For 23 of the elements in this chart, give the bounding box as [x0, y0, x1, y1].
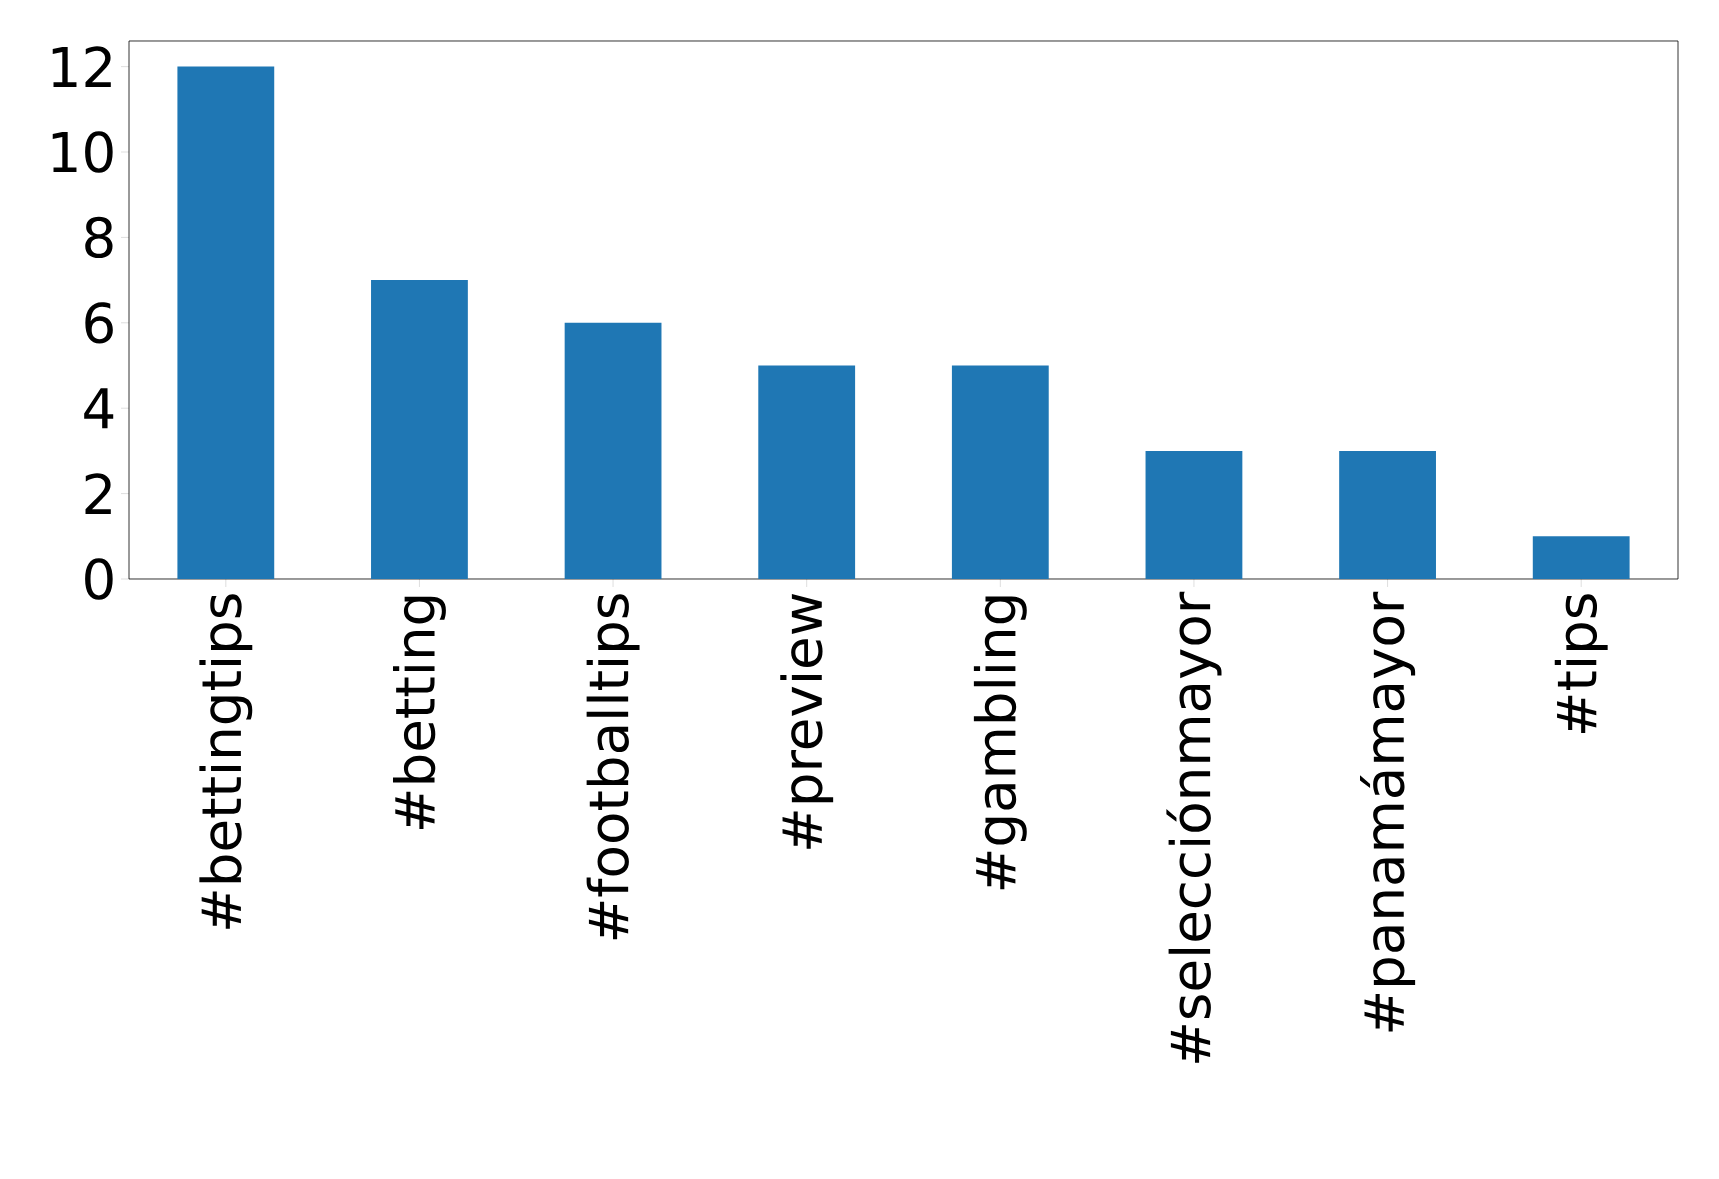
bar	[564, 322, 662, 579]
y-tick-label: 10	[52, 131, 113, 173]
x-tick-label: #tips	[1554, 594, 1608, 734]
y-tick-label: 8	[85, 216, 113, 259]
bar	[758, 365, 856, 579]
x-tick-label: #footballtips	[586, 594, 640, 940]
x-tick-label: #selecciónmayor	[1166, 591, 1222, 1063]
bar	[1532, 536, 1630, 579]
x-tick-label: #preview	[780, 593, 834, 849]
y-tick-label: 6	[85, 302, 113, 344]
bar	[1145, 450, 1243, 579]
x-tick-label: #bettingtips	[199, 594, 253, 929]
x-tick-label: #gambling	[973, 596, 1027, 890]
x-tick-label: #panamámayor	[1360, 591, 1416, 1032]
y-tick-label: 2	[85, 473, 111, 514]
y-tick-label: 4	[84, 388, 114, 429]
y-tick-label: 12	[52, 46, 111, 87]
bar	[951, 365, 1049, 579]
bar	[371, 280, 468, 579]
bar	[1339, 450, 1436, 579]
y-tick-label: 0	[85, 558, 113, 600]
x-tick-label: #betting	[392, 596, 446, 830]
bar	[177, 66, 275, 579]
